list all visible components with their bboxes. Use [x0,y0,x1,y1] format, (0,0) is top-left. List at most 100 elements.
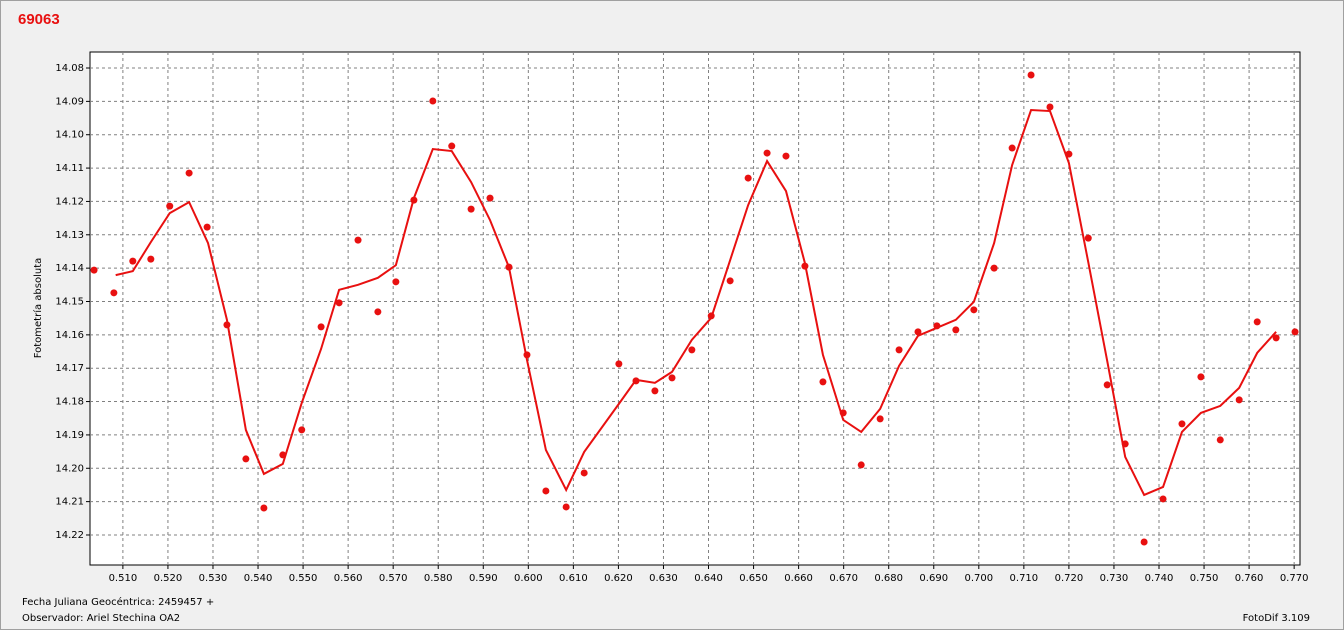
x-tick-label: 0.680 [874,573,903,584]
x-tick-label: 0.520 [154,573,183,584]
data-point [876,415,884,423]
data-point [1272,334,1280,342]
y-tick-label: 14.18 [55,397,84,408]
data-point [1027,71,1035,79]
data-point [952,326,960,334]
data-point [580,469,588,477]
data-point [668,374,676,382]
x-tick-label: 0.750 [1190,573,1219,584]
x-tick-label: 0.530 [199,573,228,584]
data-point [1008,144,1016,152]
data-point [203,223,211,231]
data-point [185,169,193,177]
data-point [562,503,570,511]
x-tick-label: 0.650 [739,573,768,584]
y-tick-label: 14.16 [55,330,84,341]
data-point [429,97,437,105]
x-tick-label: 0.560 [334,573,363,584]
data-point [374,308,382,316]
software-version: FotoDif 3.109 [1243,613,1310,624]
fit-line [115,108,1277,497]
data-point [1216,436,1224,444]
data-point [147,255,155,263]
data-point [242,455,250,463]
y-tick-label: 14.22 [55,530,84,541]
data-point [688,346,696,354]
x-axis-label: Fecha Juliana Geocéntrica: 2459457 + [22,596,214,608]
observer: Observador: Ariel Stechina OA2 [22,613,180,624]
x-tick-label: 0.610 [559,573,588,584]
data-point [1159,495,1167,503]
y-tick-label: 14.14 [55,263,84,274]
x-tick-label: 0.540 [244,573,273,584]
data-point [782,152,790,160]
data-point [1253,318,1261,326]
data-point [354,236,362,244]
plot-area [89,51,1301,566]
y-tick-label: 14.13 [55,230,84,241]
x-tick-label: 0.700 [964,573,993,584]
data-point [1178,420,1186,428]
data-point [615,360,623,368]
y-tick-label: 14.19 [55,430,84,441]
data-point [486,194,494,202]
data-point [129,257,137,265]
x-tick-label: 0.660 [784,573,813,584]
data-point [895,346,903,354]
data-point [335,299,343,307]
data-point [763,149,771,157]
x-tick-label: 0.550 [289,573,318,584]
data-point [726,277,734,285]
data-point [448,142,456,150]
data-point [1197,373,1205,381]
data-point [914,328,922,336]
data-point [260,504,268,512]
x-tick-label: 0.760 [1235,573,1264,584]
data-point [298,426,306,434]
y-tick-label: 14.11 [55,163,84,174]
data-point [1046,103,1054,111]
y-tick-label: 14.10 [55,130,84,141]
data-point [970,306,978,314]
x-tick-label: 0.570 [379,573,408,584]
data-point [1235,396,1243,404]
y-tick-label: 14.17 [55,363,84,374]
x-tick-label: 0.630 [649,573,678,584]
y-tick-label: 14.08 [55,63,84,74]
x-tick-label: 0.740 [1145,573,1174,584]
y-tick-label: 14.15 [55,296,84,307]
x-tick-label: 0.730 [1100,573,1129,584]
x-tick-label: 0.670 [829,573,858,584]
x-tick-label: 0.590 [469,573,498,584]
y-tick-label: 14.12 [55,196,84,207]
x-tick-label: 0.510 [109,573,138,584]
y-tick-label: 14.09 [55,96,84,107]
data-point [857,461,865,469]
data-point [819,378,827,386]
data-point [1140,538,1148,546]
data-point [651,387,659,395]
data-point [744,174,752,182]
y-tick-label: 14.21 [55,497,84,508]
data-point [1084,234,1092,242]
data-point [166,202,174,210]
data-point [110,289,118,297]
data-point [990,264,998,272]
data-point [317,323,325,331]
data-point [1103,381,1111,389]
data-point [467,205,475,213]
x-tick-label: 0.600 [514,573,543,584]
data-point [392,278,400,286]
data-point [1291,328,1299,336]
x-tick-label: 0.710 [1010,573,1039,584]
x-tick-label: 0.580 [424,573,453,584]
x-tick-label: 0.770 [1280,573,1309,584]
x-tick-label: 0.620 [604,573,633,584]
data-point [90,266,98,274]
x-tick-label: 0.640 [694,573,723,584]
y-tick-label: 14.20 [55,463,84,474]
x-tick-label: 0.720 [1055,573,1084,584]
y-axis-label: Fotometría absoluta [32,258,44,359]
x-tick-label: 0.690 [919,573,948,584]
